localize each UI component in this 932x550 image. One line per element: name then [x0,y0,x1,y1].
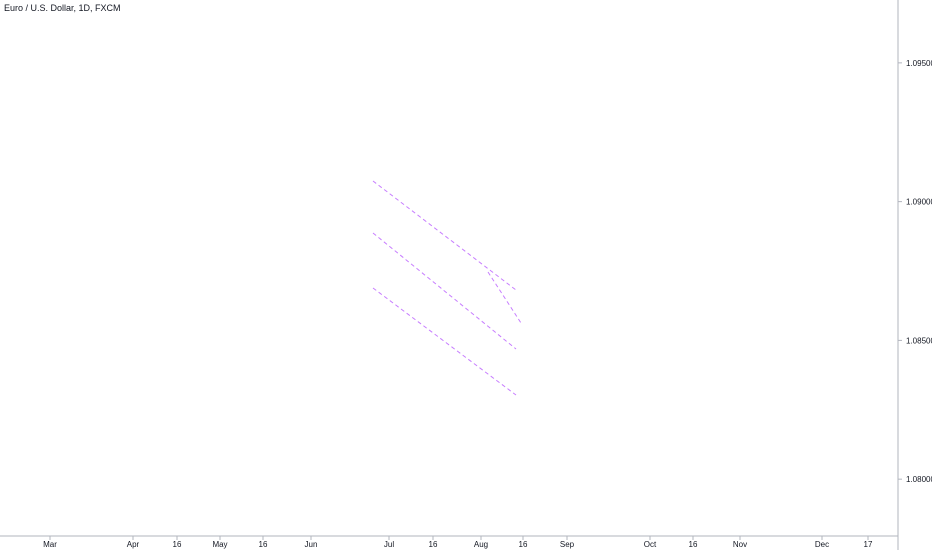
time-tick-label: Aug [474,540,488,549]
time-tick-label: Mar [43,540,57,549]
time-tick-label: May [212,540,227,549]
time-tick-label: Dec [815,540,829,549]
time-tick-label: Jun [305,540,318,549]
time-tick-label: 16 [429,540,438,549]
time-tick-label: Sep [560,540,575,549]
channel-line [372,287,517,396]
time-tick-label: 16 [173,540,182,549]
time-tick-label: 16 [519,540,528,549]
time-tick-label: Jul [384,540,394,549]
time-tick-label: 16 [689,540,698,549]
time-tick-label: Nov [733,540,747,549]
time-tick-label: 16 [259,540,268,549]
symbol-title: Euro / U.S. Dollar, 1D, FXCM [4,3,121,13]
time-tick-label: Apr [127,540,140,549]
channel-line [372,180,517,291]
channel-line [487,271,522,324]
price-tick-label: 1.09000 [906,198,932,207]
price-tick-label: 1.09500 [906,59,932,68]
price-tick-label: 1.08500 [906,336,932,345]
channel-line [372,232,517,350]
time-tick-label: Oct [644,540,657,549]
time-tick-label: 17 [864,540,873,549]
price-tick-label: 1.08000 [906,475,932,484]
